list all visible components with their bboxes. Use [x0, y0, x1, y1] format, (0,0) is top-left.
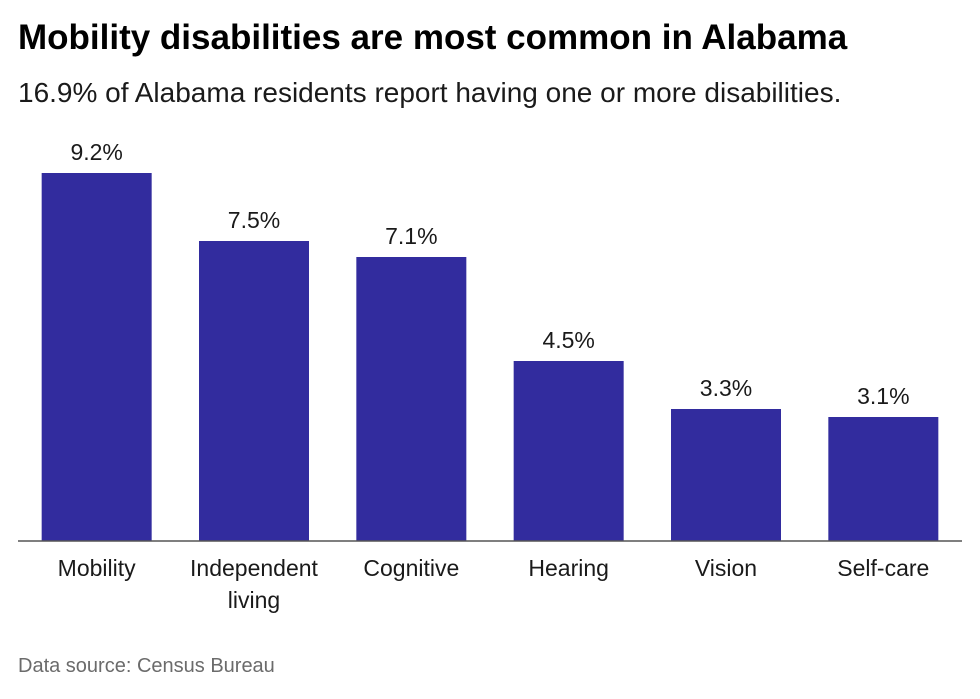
data-source: Data source: Census Bureau — [18, 655, 275, 677]
value-label-hearing: 4.5% — [542, 327, 594, 353]
category-label-vision: Vision — [695, 555, 757, 581]
value-label-mobility: 9.2% — [70, 139, 122, 165]
category-label-self-care: Self-care — [837, 555, 929, 581]
chart-subtitle: 16.9% of Alabama residents report having… — [18, 77, 842, 108]
bar-vision — [671, 409, 781, 541]
value-label-self-care: 3.1% — [857, 383, 909, 409]
value-label-vision: 3.3% — [700, 375, 752, 401]
bars-group — [41, 173, 939, 541]
bar-mobility — [41, 173, 152, 541]
category-label-cognitive: Cognitive — [363, 555, 459, 581]
bar-hearing — [513, 361, 624, 541]
bar-cognitive — [356, 257, 467, 541]
value-label-independent-living: 7.5% — [228, 207, 280, 233]
value-label-cognitive: 7.1% — [385, 223, 437, 249]
bar-independent-living — [199, 241, 309, 541]
chart-title: Mobility disabilities are most common in… — [18, 18, 848, 57]
category-label-mobility: Mobility — [58, 555, 136, 581]
category-label-hearing: Hearing — [528, 555, 609, 581]
bar-self-care — [828, 417, 939, 541]
bar-chart: 9.2% Mobility 7.5% Independent living 7.1% Cog… — [18, 139, 962, 613]
labels-group: 9.2% Mobility 7.5% Independent living 7.1% Cog… — [58, 139, 930, 613]
category-label-independent-living: Independent living — [190, 555, 319, 613]
